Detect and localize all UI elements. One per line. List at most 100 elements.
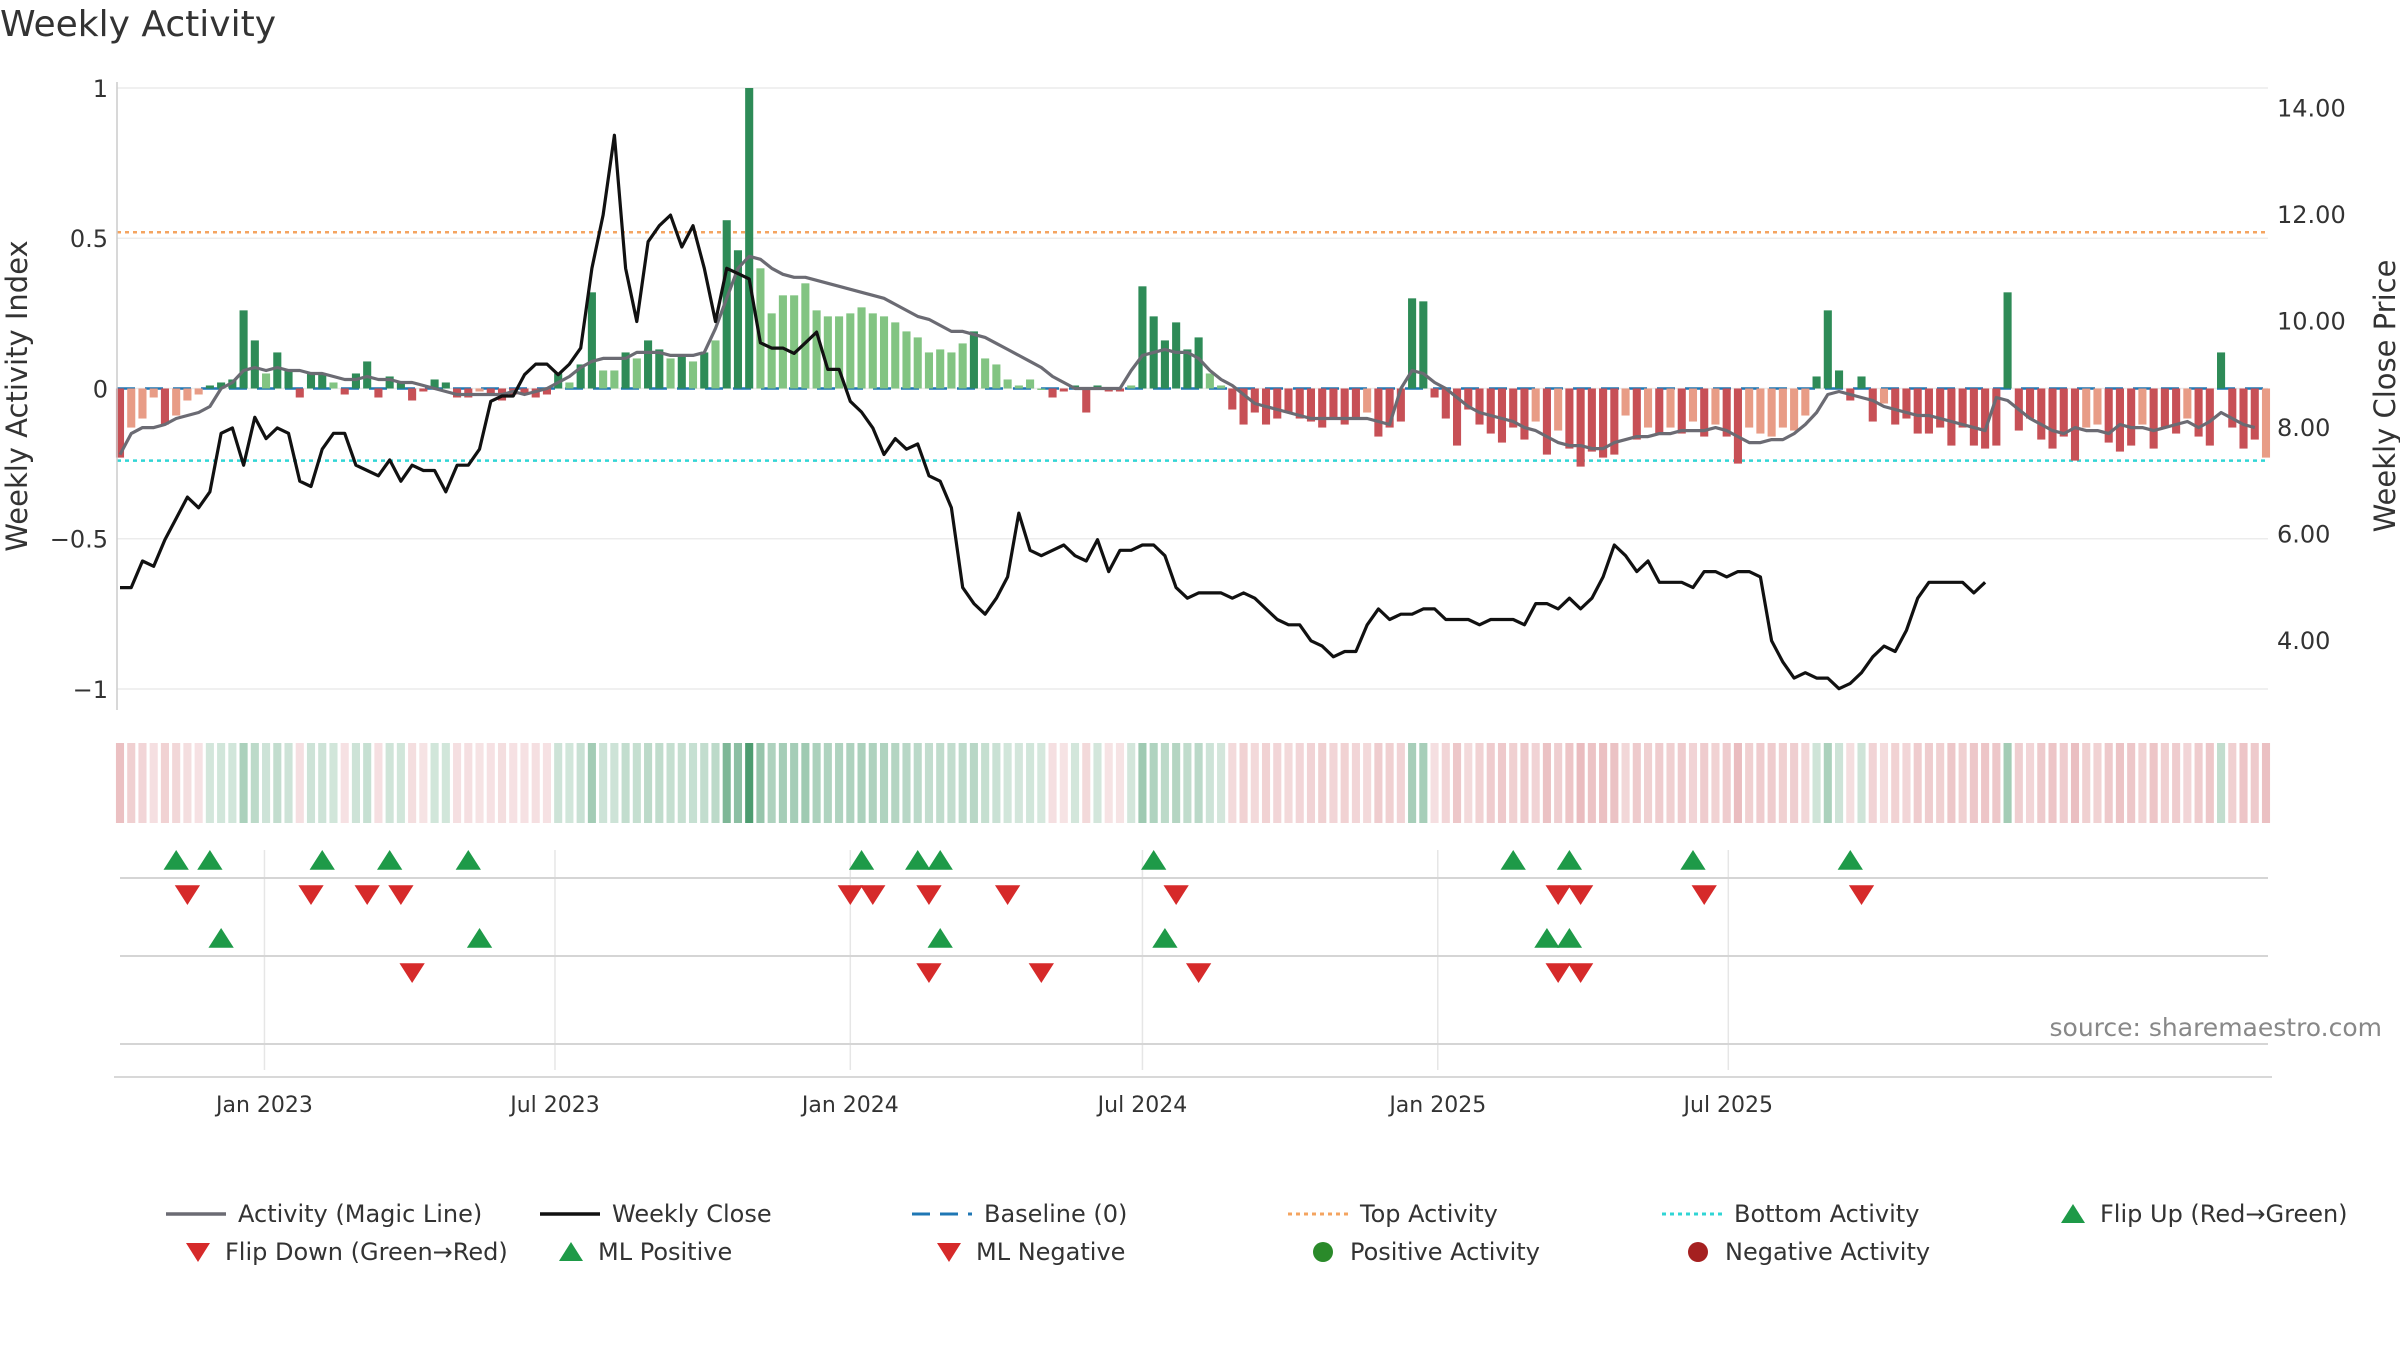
heat-cell	[160, 743, 169, 823]
heat-cell	[127, 743, 136, 823]
heat-cell	[1509, 743, 1518, 823]
activity-bar	[1160, 340, 1169, 389]
activity-bar	[902, 331, 911, 389]
y-tick-label: 0.5	[70, 225, 108, 253]
heat-cell	[2104, 743, 2113, 823]
activity-bar	[2239, 388, 2248, 449]
heat-cell	[1183, 743, 1192, 823]
activity-bar	[1992, 388, 2001, 446]
activity-bar	[520, 388, 529, 395]
series-lines	[118, 133, 2256, 691]
heat-cell	[2070, 743, 2080, 823]
heat-cell	[1329, 743, 1338, 823]
activity-bar	[767, 313, 776, 389]
heat-cell	[1599, 743, 1608, 823]
heat-cell	[1801, 743, 1810, 823]
activity-bar	[1295, 388, 1304, 419]
top-dotted-icon	[1288, 1212, 1348, 1216]
baseline-dash-icon	[912, 1212, 972, 1216]
activity-bar	[1913, 388, 1922, 434]
triangle-up-icon	[2061, 1204, 2085, 1223]
legend-label: ML Positive	[598, 1238, 733, 1266]
activity-bar	[1183, 349, 1192, 389]
activity-bar	[1340, 388, 1349, 425]
heat-cell	[1014, 743, 1023, 823]
heat-cell	[632, 743, 641, 823]
activity-bar	[1756, 388, 1765, 434]
activity-bar	[1947, 388, 1956, 446]
heat-cell	[1149, 743, 1158, 823]
heat-cell	[1913, 743, 1922, 823]
activity-bar	[1599, 388, 1608, 458]
activity-bar	[1194, 337, 1203, 389]
activity-bar	[1902, 388, 1911, 419]
heat-cell	[1475, 743, 1484, 823]
activity-bar	[969, 331, 978, 389]
activity-bar	[790, 295, 799, 389]
weekly-close-line	[120, 133, 1987, 691]
activity-bar	[430, 379, 439, 389]
heat-cell	[1823, 743, 1832, 823]
activity-bar	[1228, 388, 1237, 410]
activity-bar	[1329, 388, 1338, 419]
heat-cell	[1340, 743, 1349, 823]
heat-cell	[149, 743, 158, 823]
heat-cell	[2261, 743, 2271, 823]
ml-positive-marker	[208, 928, 234, 948]
heat-cell	[262, 743, 271, 823]
activity-bar	[1969, 388, 1978, 446]
y-tick-label: −1	[73, 676, 108, 704]
y2-tick-label: 10.00	[2277, 307, 2346, 335]
heat-cell	[1621, 743, 1630, 823]
heat-cell	[1318, 743, 1327, 823]
heat-cell	[846, 743, 855, 823]
heat-cell	[868, 743, 877, 823]
heat-cell	[520, 743, 529, 823]
activity-bar	[2059, 388, 2068, 437]
activity-bar	[1430, 388, 1439, 398]
activity-bar	[677, 355, 686, 389]
activity-bar	[565, 382, 574, 389]
activity-bar	[610, 370, 619, 389]
heat-cell	[228, 743, 237, 823]
activity-bar	[1879, 388, 1889, 404]
heat-cell	[700, 743, 709, 823]
heat-cell	[1419, 743, 1428, 823]
legend-item: ML Negative	[934, 1238, 1125, 1266]
heat-cell	[891, 743, 900, 823]
y2-tick-label: 4.00	[2277, 627, 2330, 655]
activity-bar	[475, 388, 484, 392]
heat-cell	[969, 743, 978, 823]
activity-bar	[385, 376, 394, 389]
heat-cell	[1587, 743, 1596, 823]
activity-bar	[183, 388, 192, 401]
heat-cell	[542, 743, 551, 823]
heat-cell	[767, 743, 776, 823]
heat-cell	[666, 743, 675, 823]
heat-cell	[1127, 743, 1136, 823]
heat-cell	[857, 743, 866, 823]
legend-item: Weekly Close	[540, 1200, 772, 1228]
legend-label: Activity (Magic Line)	[238, 1200, 483, 1228]
flip-up-marker	[927, 850, 953, 870]
heat-cell	[1194, 743, 1203, 823]
heat-cell	[913, 743, 922, 823]
activity-bar	[2228, 388, 2237, 428]
activity-bar	[205, 385, 214, 389]
heat-cell	[453, 743, 462, 823]
activity-bar	[644, 340, 653, 389]
heat-cell	[363, 743, 372, 823]
heat-cell	[509, 743, 518, 823]
activity-bar	[1003, 379, 1012, 389]
activity-bar	[172, 388, 181, 416]
heat-cell	[1767, 743, 1776, 823]
x-tick-label: Jul 2024	[1096, 1093, 1188, 1118]
heat-cell	[554, 743, 563, 823]
activity-bar	[2205, 388, 2214, 446]
heat-cell	[351, 743, 360, 823]
heat-cell	[2183, 743, 2192, 823]
activity-bar	[1981, 388, 1990, 449]
activity-bar	[1441, 388, 1450, 419]
heat-cell	[1981, 743, 1990, 823]
activity-bar	[1059, 388, 1068, 392]
